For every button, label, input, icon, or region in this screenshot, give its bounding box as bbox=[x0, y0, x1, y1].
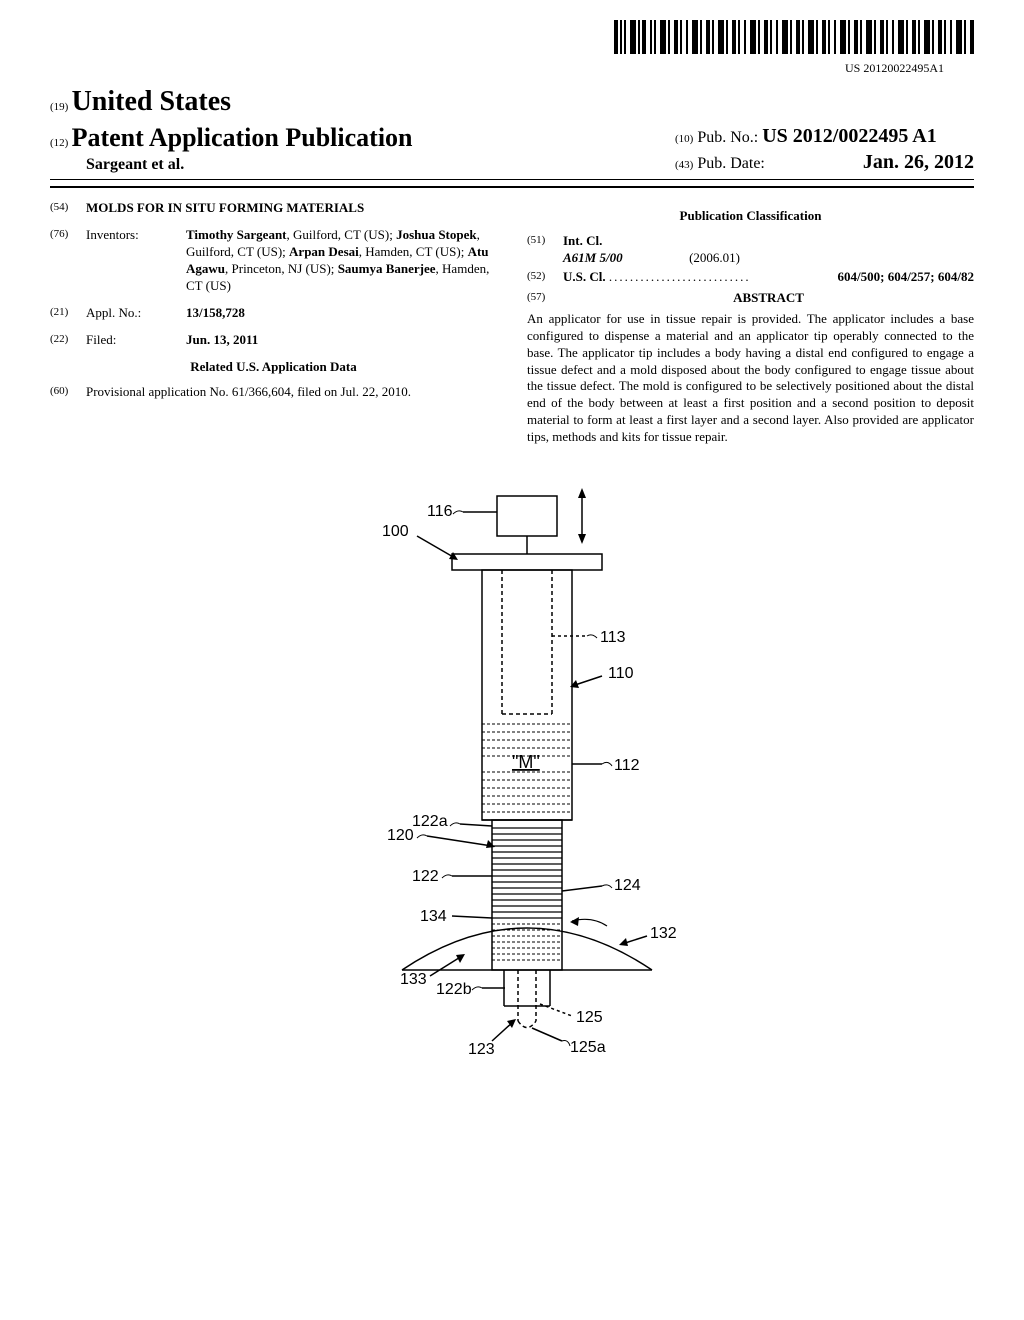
field-57: (57) ABSTRACT bbox=[527, 290, 974, 307]
fig-label-122b: 122b bbox=[436, 981, 472, 998]
pubno-label: Pub. No.: bbox=[697, 129, 758, 146]
barcode-graphic bbox=[614, 20, 974, 54]
publication-type: Patent Application Publication bbox=[72, 123, 413, 152]
intcl-year: (2006.01) bbox=[689, 250, 740, 265]
dot-leader: ........................... bbox=[609, 269, 751, 284]
fig-label-134: 134 bbox=[420, 908, 447, 925]
fig-label-116: 116 bbox=[427, 503, 453, 520]
field-21: (21) Appl. No.: 13/158,728 bbox=[50, 305, 497, 322]
fig-label-122a: 122a bbox=[412, 813, 448, 830]
prefix-12: (12) bbox=[50, 137, 68, 149]
related-data-heading: Related U.S. Application Data bbox=[50, 359, 497, 376]
fig-label-112: 112 bbox=[614, 757, 640, 774]
inventors-list: Timothy Sargeant, Guilford, CT (US); Jos… bbox=[186, 227, 497, 295]
country-title: United States bbox=[72, 86, 231, 117]
publication-number: US 2012/0022495 A1 bbox=[762, 125, 936, 147]
fig-label-123: 123 bbox=[468, 1041, 495, 1058]
prefix-10: (10) bbox=[675, 133, 693, 145]
publication-date: Jan. 26, 2012 bbox=[863, 151, 974, 173]
fig-label-125a: 125a bbox=[570, 1039, 606, 1056]
application-number: 13/158,728 bbox=[186, 305, 245, 320]
intcl-code: A61M 5/00 bbox=[563, 250, 623, 265]
fig-label-132: 132 bbox=[650, 925, 677, 942]
patent-figure: 100 116 113 110 112 120 122a 122 134 124… bbox=[252, 476, 772, 1096]
field-21-label: Appl. No.: bbox=[86, 305, 186, 322]
field-76-num: (76) bbox=[50, 227, 86, 295]
field-76: (76) Inventors: Timothy Sargeant, Guilfo… bbox=[50, 227, 497, 295]
authors-line: Sargeant et al. bbox=[50, 155, 413, 176]
filing-date: Jun. 13, 2011 bbox=[186, 332, 258, 347]
fig-label-100: 100 bbox=[382, 523, 409, 540]
fig-label-m: "M" bbox=[512, 752, 540, 772]
bibliographic-columns: (54) MOLDS FOR IN SITU FORMING MATERIALS… bbox=[50, 200, 974, 446]
prefix-43: (43) bbox=[675, 159, 693, 171]
field-22: (22) Filed: Jun. 13, 2011 bbox=[50, 332, 497, 349]
right-column: Publication Classification (51) Int. Cl.… bbox=[527, 200, 974, 446]
barcode-block bbox=[50, 20, 974, 59]
field-51: (51) Int. Cl. A61M 5/00 (2006.01) bbox=[527, 233, 974, 267]
header: (19) United States (12) Patent Applicati… bbox=[50, 84, 974, 175]
provisional-text: Provisional application No. 61/366,604, … bbox=[86, 384, 497, 401]
fig-label-124: 124 bbox=[614, 877, 641, 894]
fig-label-113: 113 bbox=[600, 629, 626, 646]
field-54: (54) MOLDS FOR IN SITU FORMING MATERIALS bbox=[50, 200, 497, 217]
divider-thick bbox=[50, 186, 974, 188]
field-51-label: Int. Cl. bbox=[563, 233, 602, 248]
field-22-num: (22) bbox=[50, 332, 86, 349]
figure-area: 100 116 113 110 112 120 122a 122 134 124… bbox=[50, 476, 974, 1101]
fig-label-110: 110 bbox=[608, 665, 634, 682]
fig-label-120: 120 bbox=[387, 827, 414, 844]
abstract-text: An applicator for use in tissue repair i… bbox=[527, 311, 974, 446]
field-76-label: Inventors: bbox=[86, 227, 186, 295]
left-column: (54) MOLDS FOR IN SITU FORMING MATERIALS… bbox=[50, 200, 497, 446]
field-52-label: U.S. Cl. bbox=[563, 269, 606, 284]
field-60-num: (60) bbox=[50, 384, 86, 401]
fig-label-122: 122 bbox=[412, 868, 439, 885]
field-52: (52) U.S. Cl. ..........................… bbox=[527, 269, 974, 286]
barcode-number: US 20120022495A1 bbox=[50, 61, 974, 77]
field-52-num: (52) bbox=[527, 269, 563, 286]
invention-title: MOLDS FOR IN SITU FORMING MATERIALS bbox=[86, 200, 497, 217]
fig-label-133: 133 bbox=[400, 971, 427, 988]
field-54-num: (54) bbox=[50, 200, 86, 217]
field-21-num: (21) bbox=[50, 305, 86, 322]
uscl-codes: 604/500; 604/257; 604/82 bbox=[838, 269, 975, 284]
abstract-label: ABSTRACT bbox=[733, 290, 804, 305]
field-57-num: (57) bbox=[527, 290, 563, 307]
field-60: (60) Provisional application No. 61/366,… bbox=[50, 384, 497, 401]
prefix-19: (19) bbox=[50, 101, 68, 113]
pubdate-label: Pub. Date: bbox=[697, 155, 765, 172]
field-51-num: (51) bbox=[527, 233, 563, 267]
classification-heading: Publication Classification bbox=[527, 208, 974, 225]
fig-label-125: 125 bbox=[576, 1009, 603, 1026]
divider bbox=[50, 179, 974, 180]
field-22-label: Filed: bbox=[86, 332, 186, 349]
